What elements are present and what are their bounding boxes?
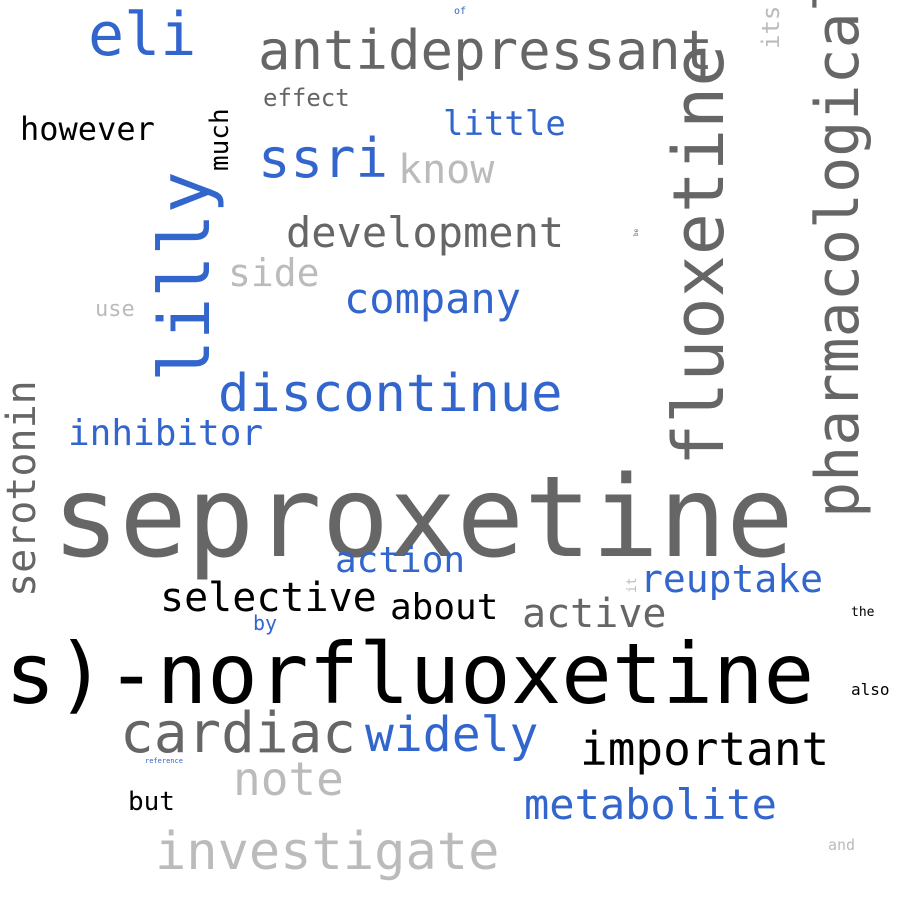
word-antidepressant: antidepressant xyxy=(258,19,714,82)
word-s-norfluoxetine: s)-norfluoxetine xyxy=(5,625,815,723)
word-company: company xyxy=(344,274,522,323)
word-the: the xyxy=(851,605,875,620)
word-serotonin: serotonin xyxy=(0,380,45,597)
word-reference: reference xyxy=(145,757,183,765)
word-development: development xyxy=(286,208,565,257)
word-inhibitor: inhibitor xyxy=(68,413,264,454)
word-widely: widely xyxy=(365,707,539,763)
word-much: much xyxy=(205,108,235,171)
word-but: but xyxy=(128,787,175,817)
word-side: side xyxy=(228,251,320,295)
word-also: also xyxy=(851,680,890,699)
word-metabolite: metabolite xyxy=(524,780,777,829)
word-action: action xyxy=(335,540,466,581)
word-lilly: lilly xyxy=(144,171,226,382)
word-and: and xyxy=(828,836,856,854)
word-pharmacological: pharmacological xyxy=(803,0,873,518)
word-important: important xyxy=(580,722,830,776)
word-fluoxetine: fluoxetine xyxy=(658,44,740,466)
word-reuptake: reuptake xyxy=(640,557,824,601)
word-cardiac: cardiac xyxy=(120,701,357,766)
word-about: about xyxy=(390,587,499,628)
word-seproxetine: seproxetine xyxy=(52,453,794,583)
word-by: by xyxy=(253,611,278,635)
word-discontinue: discontinue xyxy=(218,364,563,424)
word-know: know xyxy=(398,147,495,193)
word-ssri: ssri xyxy=(258,127,389,190)
word-effect: effect xyxy=(263,84,350,112)
word-it: it xyxy=(625,577,640,593)
word-little: little xyxy=(443,104,566,144)
word-eli: eli xyxy=(88,0,197,70)
word-active: active xyxy=(522,591,667,637)
word-investigate: investigate xyxy=(155,822,500,882)
word-of: of xyxy=(454,6,467,17)
word-note: note xyxy=(233,752,344,806)
word-its: its xyxy=(757,5,785,49)
word-however: however xyxy=(20,110,155,148)
word-be: be xyxy=(633,228,640,236)
word-selective: selective xyxy=(160,575,377,621)
word-use: use xyxy=(95,297,135,322)
